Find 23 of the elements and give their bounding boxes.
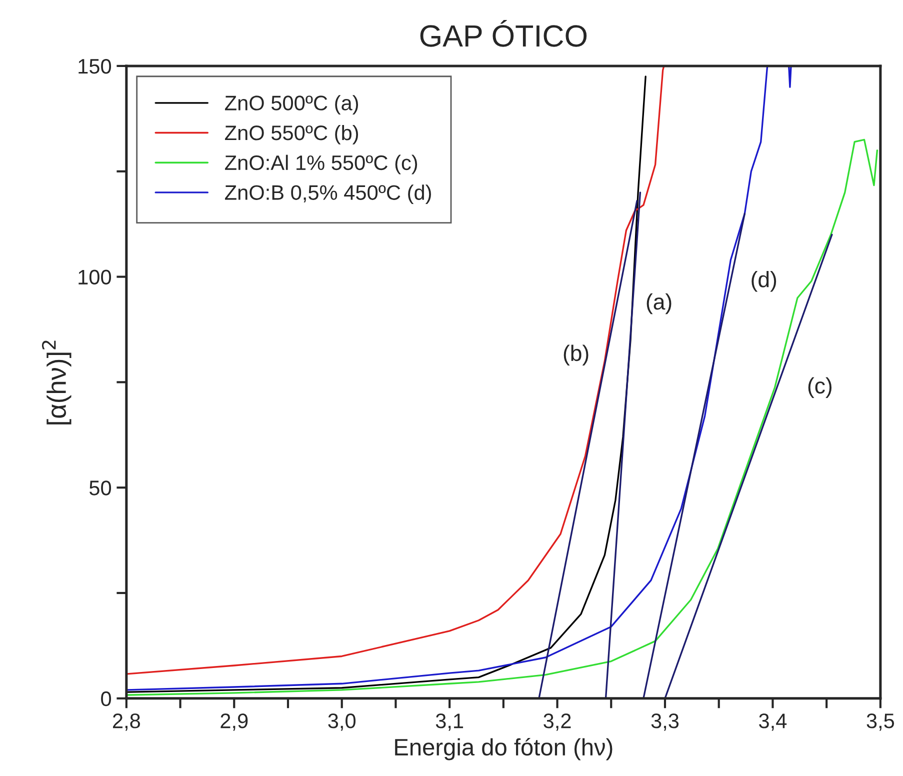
x-tick-label: 2,8 [112, 714, 140, 731]
y-tick-label: 50 [90, 480, 112, 496]
y-tick-label: 150 [78, 58, 112, 74]
annotation: (b) [564, 344, 588, 366]
x-tick-label: 3,1 [436, 714, 464, 731]
legend-label: ZnO 550ºC (b) [224, 124, 358, 144]
chart-title: GAP ÓTICO [420, 20, 587, 47]
y-tick-label: 100 [78, 270, 112, 285]
legend-label: ZnO:B 0,5% 450ºC (d) [224, 184, 431, 204]
x-tick-label: 3,4 [759, 714, 787, 731]
annotation: (c) [808, 377, 832, 398]
y-axis-title: [α(hν)]$^{2}$ [42, 340, 72, 424]
x-tick-label: 3,2 [544, 714, 571, 731]
x-tick-label: 2,9 [220, 714, 248, 731]
x-tick-label: 3,5 [866, 714, 894, 731]
x-axis-title: Energia do fóton (hν) [395, 738, 612, 760]
annotation: (a) [646, 293, 672, 314]
y-tick-label: 0 [101, 691, 112, 706]
legend-label: ZnO 500ºC (a) [224, 95, 358, 115]
annotation: (d) [752, 271, 776, 292]
legend-label: ZnO:Al 1% 550ºC (c) [224, 154, 418, 174]
x-tick-label: 3,3 [651, 714, 679, 731]
x-tick-label: 3,0 [328, 714, 356, 731]
